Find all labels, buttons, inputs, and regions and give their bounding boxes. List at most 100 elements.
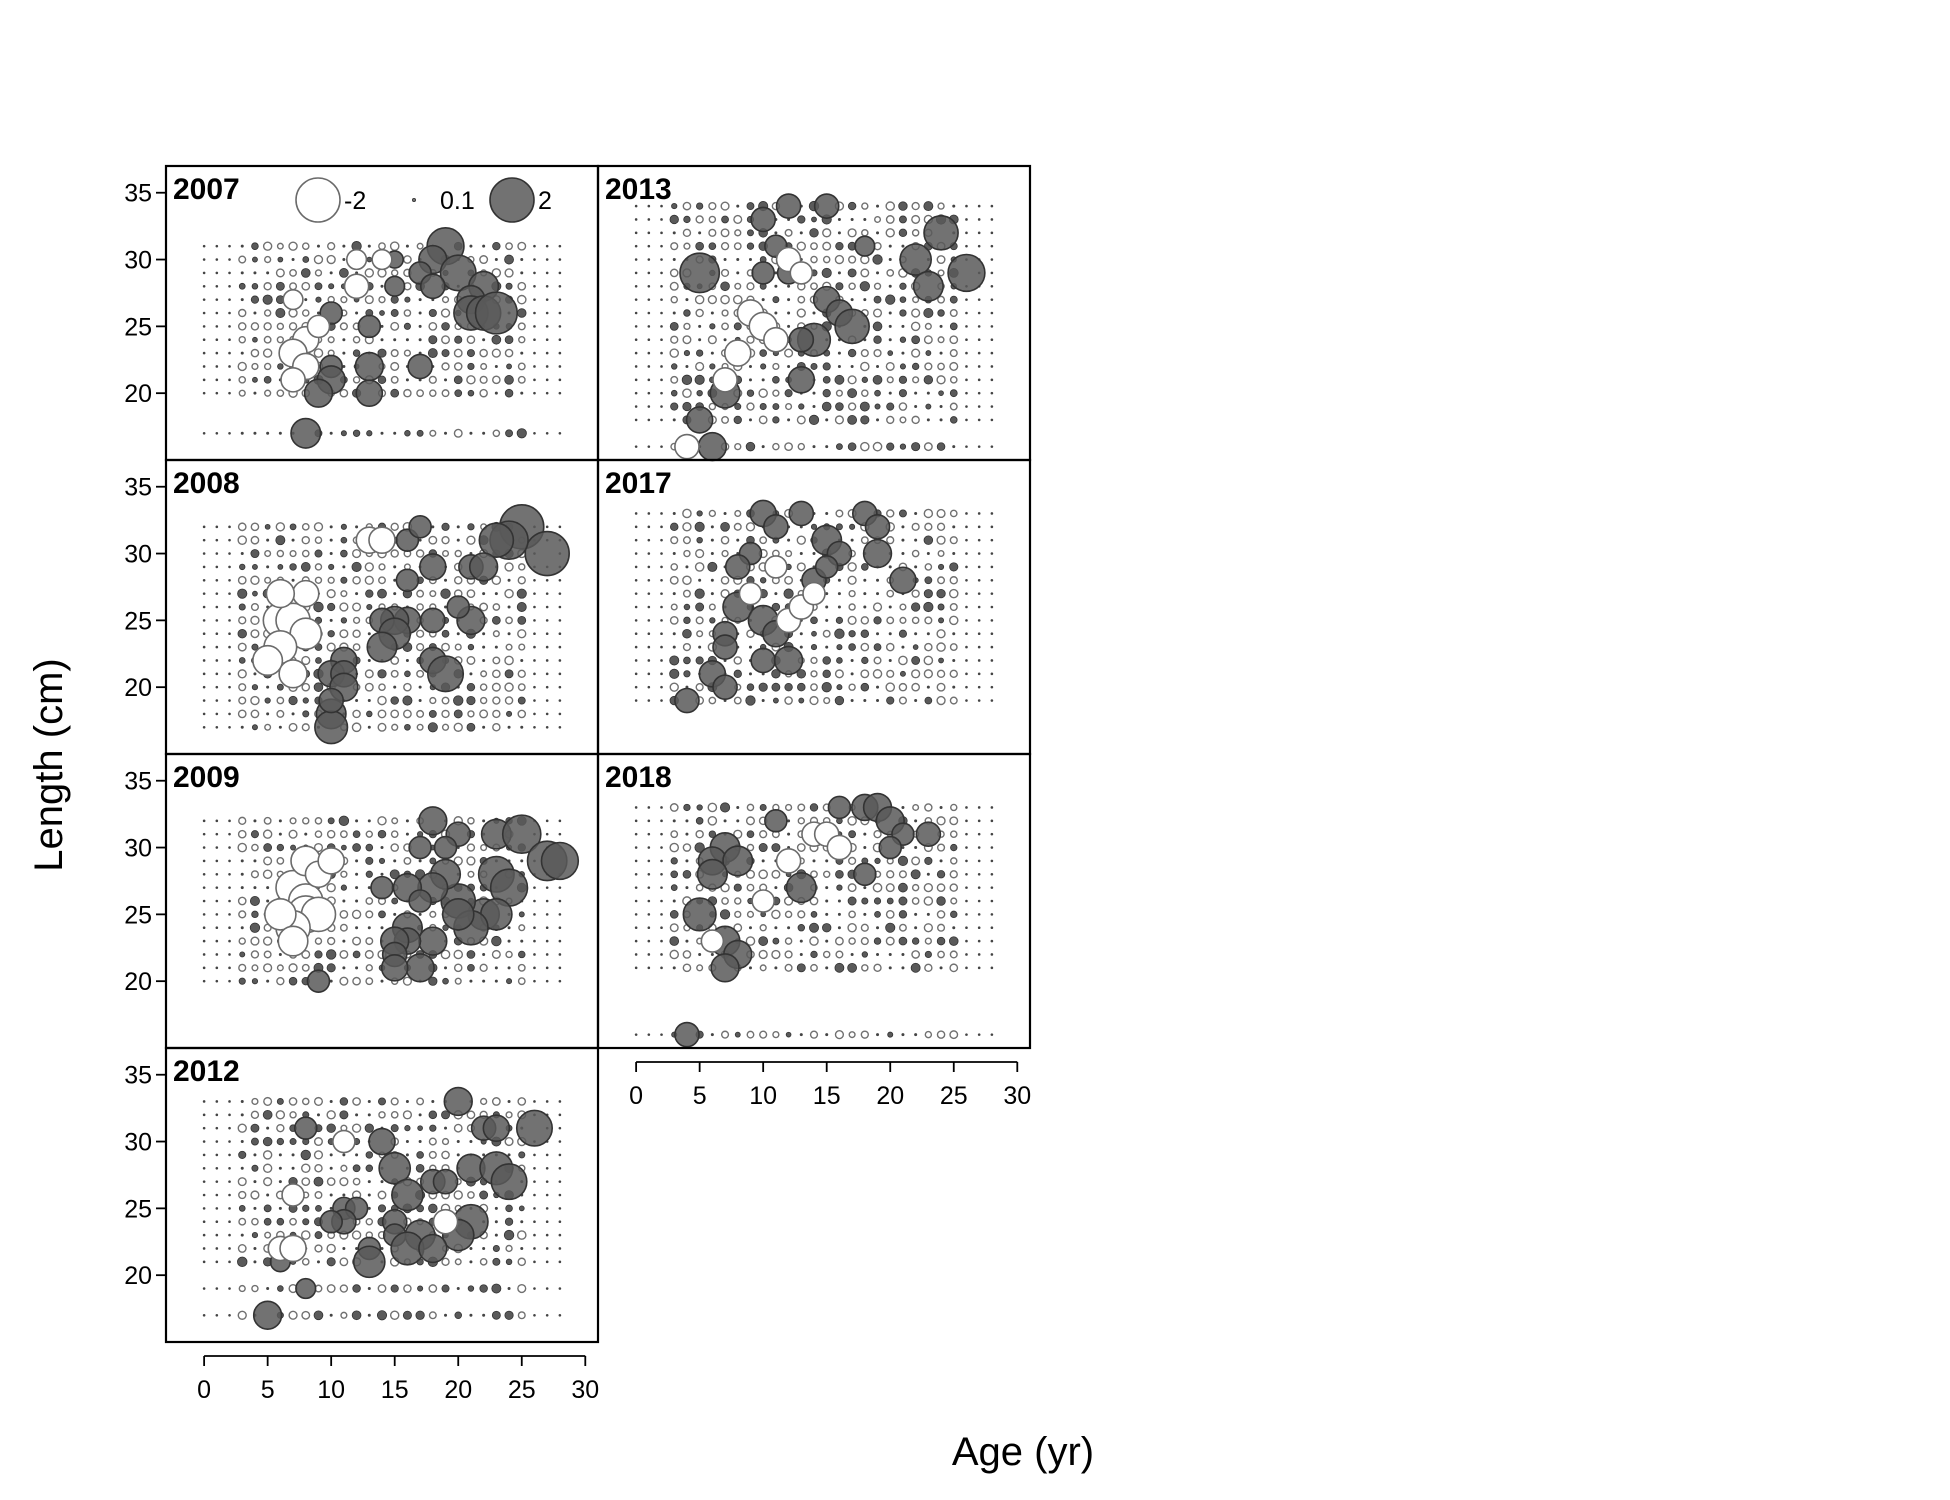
residual-bubble xyxy=(419,553,447,581)
residual-dot xyxy=(748,258,752,262)
residual-dot xyxy=(237,575,247,585)
residual-dot xyxy=(634,645,638,649)
residual-dot xyxy=(558,819,562,823)
residual-dot xyxy=(683,215,691,224)
residual-dot xyxy=(977,659,981,662)
residual-dot xyxy=(479,709,489,719)
residual-dot xyxy=(990,258,994,261)
residual-dot xyxy=(898,509,907,518)
residual-dot xyxy=(825,912,829,916)
residual-dot xyxy=(696,536,703,544)
residual-dot xyxy=(262,294,273,305)
residual-dot xyxy=(835,869,844,879)
residual-dot xyxy=(202,1100,206,1103)
residual-dot xyxy=(924,563,933,571)
residual-dot xyxy=(314,937,323,945)
residual-dot xyxy=(429,590,437,598)
residual-dot xyxy=(377,375,387,385)
residual-dot xyxy=(809,695,819,706)
residual-dot xyxy=(263,963,273,973)
residual-dot xyxy=(250,615,260,626)
residual-dot xyxy=(734,897,742,905)
residual-dot xyxy=(860,536,869,545)
residual-dot xyxy=(342,258,346,262)
residual-dot xyxy=(228,592,231,595)
residual-dot xyxy=(558,271,562,275)
residual-dot xyxy=(990,391,994,395)
residual-dot xyxy=(850,364,854,368)
residual-dot xyxy=(215,1153,219,1157)
residual-dot xyxy=(517,1283,527,1294)
residual-dot xyxy=(558,619,562,622)
residual-dot xyxy=(380,338,384,342)
residual-dot xyxy=(634,244,638,248)
residual-dot xyxy=(237,642,247,652)
residual-dot xyxy=(507,1099,511,1103)
residual-dot xyxy=(634,953,638,956)
residual-dot xyxy=(215,1247,219,1250)
residual-dot xyxy=(837,271,841,275)
residual-dot xyxy=(545,311,549,315)
residual-dot xyxy=(340,1311,348,1319)
residual-dot xyxy=(378,683,386,692)
residual-dot xyxy=(466,349,475,358)
residual-dot xyxy=(977,592,981,595)
residual-dot xyxy=(796,241,807,251)
residual-dot xyxy=(313,1310,324,1321)
residual-dot xyxy=(215,1233,219,1237)
residual-dot xyxy=(695,215,704,224)
residual-dot xyxy=(339,1284,349,1293)
residual-dot xyxy=(898,910,908,919)
residual-dot xyxy=(441,389,450,398)
residual-dot xyxy=(494,966,498,970)
residual-dot xyxy=(672,311,676,315)
residual-dot xyxy=(708,228,717,237)
residual-dot xyxy=(836,684,843,691)
residual-dot xyxy=(634,966,638,970)
residual-dot xyxy=(796,535,806,545)
residual-dot xyxy=(634,538,638,542)
residual-dot xyxy=(289,549,297,558)
residual-dot xyxy=(263,1096,273,1106)
residual-dot xyxy=(545,1166,549,1170)
residual-dot xyxy=(672,645,676,649)
residual-dot xyxy=(936,1030,946,1039)
residual-dot xyxy=(746,803,755,812)
residual-dot xyxy=(990,565,994,569)
residual-dot xyxy=(504,696,514,705)
residual-dot xyxy=(733,415,742,425)
residual-dot xyxy=(228,632,231,636)
residual-dot xyxy=(911,442,921,452)
residual-bubble xyxy=(712,366,738,393)
residual-dot xyxy=(937,550,945,558)
residual-dot xyxy=(977,338,981,342)
residual-dot xyxy=(545,391,549,395)
residual-dot xyxy=(533,1193,536,1197)
residual-bubble xyxy=(432,1168,459,1195)
residual-dot xyxy=(505,616,513,625)
residual-dot xyxy=(228,391,231,395)
x-axis-title: Age (yr) xyxy=(952,1430,1094,1474)
residual-dot xyxy=(492,630,500,638)
residual-dot xyxy=(695,829,704,839)
residual-dot xyxy=(202,1140,206,1143)
residual-dot xyxy=(936,669,946,679)
residual-dot xyxy=(366,603,373,611)
residual-dot xyxy=(787,298,791,302)
residual-dot xyxy=(876,952,880,956)
residual-dot xyxy=(835,389,843,397)
residual-dot xyxy=(393,431,397,435)
residual-dot xyxy=(545,832,549,836)
residual-dot xyxy=(861,897,869,905)
residual-dot xyxy=(949,309,958,317)
residual-dot xyxy=(899,309,907,317)
residual-dot xyxy=(253,1206,257,1210)
residual-dot xyxy=(428,321,438,331)
residual-dot xyxy=(723,511,727,515)
residual-dot xyxy=(558,1233,562,1237)
residual-dot xyxy=(977,365,981,368)
residual-dot xyxy=(533,351,536,355)
residual-dot xyxy=(505,1244,513,1253)
residual-bubble xyxy=(862,538,893,569)
residual-dot xyxy=(250,950,260,959)
